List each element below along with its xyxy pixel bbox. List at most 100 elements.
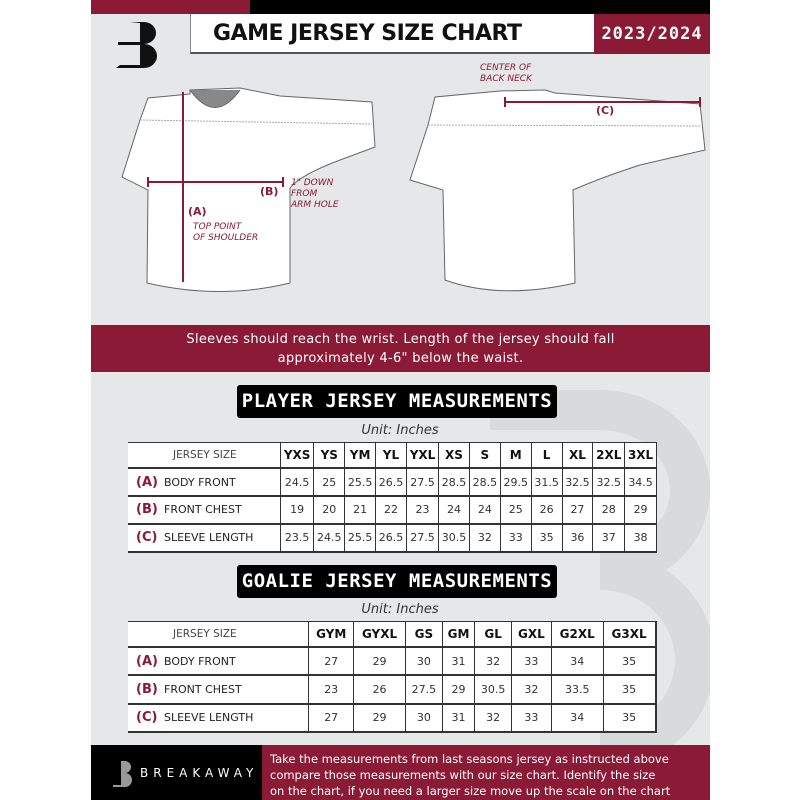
measurement-cell: 32	[510, 674, 552, 705]
fit-notice: Sleeves should reach the wrist. Length o…	[91, 325, 710, 372]
measurement-cell: 32	[474, 646, 512, 676]
table-row: (B) FRONT CHEST 23 26 27.5 29 30.5 32 33.5 35	[128, 674, 657, 705]
size-column-header: 3XL	[624, 442, 657, 469]
size-column-header: S	[468, 442, 501, 469]
size-column-header: L	[530, 442, 563, 469]
measurement-cell: 28.5	[468, 467, 501, 497]
player-unit: Unit: Inches	[361, 423, 439, 438]
size-column-header: YM	[344, 442, 377, 469]
label-a: (A)	[188, 205, 207, 218]
breakaway-footer-logo-icon	[113, 761, 132, 787]
measurement-cell: 20	[313, 495, 346, 525]
measurement-cell: 37	[592, 523, 626, 553]
top-black-bar	[250, 0, 710, 14]
size-column-header	[654, 621, 657, 648]
measurement-cell: 35	[530, 523, 563, 553]
goalie-unit: Unit: Inches	[361, 602, 439, 617]
measurement-cell: 27.5	[405, 674, 443, 705]
front-jersey	[121, 87, 376, 292]
measurement-cell: 26	[530, 495, 563, 525]
center-back-neck-note: CENTER OF BACK NECK	[480, 63, 532, 84]
measurement-cell: 30	[405, 646, 443, 676]
size-column-header: YL	[375, 442, 407, 469]
measurement-cell: 31.5	[530, 467, 563, 497]
measurement-name: FRONT CHEST	[164, 503, 242, 517]
measurement-cell: 31	[441, 646, 476, 676]
size-column-header: G3XL	[602, 621, 656, 648]
measurement-cell: 25.5	[344, 523, 377, 553]
size-column-header: GL	[474, 621, 512, 648]
watermark-logo-icon	[490, 390, 710, 750]
measurement-label: (B) FRONT CHEST	[128, 495, 281, 525]
measurement-cell: 28.5	[438, 467, 470, 497]
measurement-cell: 29	[353, 646, 407, 676]
measurement-cell: 28	[592, 495, 626, 525]
measurement-name: FRONT CHEST	[164, 683, 242, 697]
label-b: (B)	[260, 185, 279, 198]
size-header: JERSEY SIZE	[128, 621, 310, 648]
measurement-cell: 30.5	[438, 523, 470, 553]
goalie-section-title: GOALIE JERSEY MEASUREMENTS	[237, 565, 557, 598]
table-row: (A) BODY FRONT 24.5 25 25.5 26.5 27.5 28.5 28.5 2…	[128, 467, 657, 497]
measurement-cell	[654, 703, 657, 733]
measurement-cell: 27	[308, 703, 355, 733]
page-title: GAME JERSEY SIZE CHART	[190, 14, 594, 54]
measurement-cell: 26.5	[375, 467, 407, 497]
measurement-letter: (B)	[136, 502, 158, 518]
measurement-letter: (C)	[136, 710, 158, 726]
measurement-cell: 27	[308, 646, 355, 676]
measurement-cell: 35	[602, 646, 656, 676]
measurement-cell: 19	[279, 495, 315, 525]
measurement-cell: 24.5	[313, 523, 346, 553]
size-column-header: G2XL	[550, 621, 604, 648]
measurement-cell: 29	[624, 495, 657, 525]
size-column-header: YXL	[405, 442, 440, 469]
measurement-cell: 33	[510, 646, 552, 676]
measurement-cell: 30.5	[474, 674, 512, 705]
measurement-letter: (B)	[136, 682, 158, 698]
table-row: (B) FRONT CHEST 19 20 21 22 23 24 24 25 26 27 28 29	[128, 495, 657, 525]
measurement-cell: 32	[468, 523, 501, 553]
jersey-diagram	[121, 87, 706, 292]
measurement-cell: 29	[353, 703, 407, 733]
measurement-cell: 27.5	[405, 467, 440, 497]
measurement-cell: 23	[405, 495, 440, 525]
label-c: (C)	[596, 104, 615, 117]
size-column-header: XS	[438, 442, 470, 469]
measurement-cell: 27.5	[405, 523, 440, 553]
measurement-cell: 29.5	[499, 467, 532, 497]
measurement-name: BODY FRONT	[164, 654, 236, 668]
size-column-header: YS	[313, 442, 346, 469]
measurement-cell: 32.5	[592, 467, 626, 497]
measurement-cell: 25	[313, 467, 346, 497]
measurement-cell: 30	[405, 703, 443, 733]
measurement-cell: 33.5	[550, 674, 604, 705]
shoulder-note: TOP POINT OF SHOULDER	[193, 222, 259, 243]
measurement-cell: 34	[550, 703, 604, 733]
measurement-cell: 26	[353, 674, 407, 705]
size-column-header: GM	[441, 621, 476, 648]
measurement-cell: 38	[624, 523, 657, 553]
size-column-header: 2XL	[592, 442, 626, 469]
footer-brand-panel	[91, 745, 262, 800]
measurement-cell: 35	[602, 703, 656, 733]
top-accent-bar	[91, 0, 250, 14]
measurement-cell: 25.5	[344, 467, 377, 497]
table-row: (C) SLEEVE LENGTH 23.5 24.5 25.5 26.5 27.5 30.5…	[128, 523, 657, 553]
size-column-header: GS	[405, 621, 443, 648]
measurement-cell: 35	[602, 674, 656, 705]
measurement-label: (C) SLEEVE LENGTH	[128, 523, 281, 553]
measurement-label: (A) BODY FRONT	[128, 646, 310, 676]
size-column-header: GXL	[510, 621, 552, 648]
measurement-cell: 24	[438, 495, 470, 525]
measurement-label: (A) BODY FRONT	[128, 467, 281, 497]
measurement-cell: 34	[550, 646, 604, 676]
back-jersey	[409, 89, 706, 292]
measurement-cell: 24.5	[279, 467, 315, 497]
measurement-letter: (C)	[136, 530, 158, 546]
measurement-cell: 33	[499, 523, 532, 553]
size-column-header: M	[499, 442, 532, 469]
measurement-label: (B) FRONT CHEST	[128, 674, 310, 705]
measurement-name: BODY FRONT	[164, 475, 236, 489]
size-column-header: YXS	[279, 442, 315, 469]
